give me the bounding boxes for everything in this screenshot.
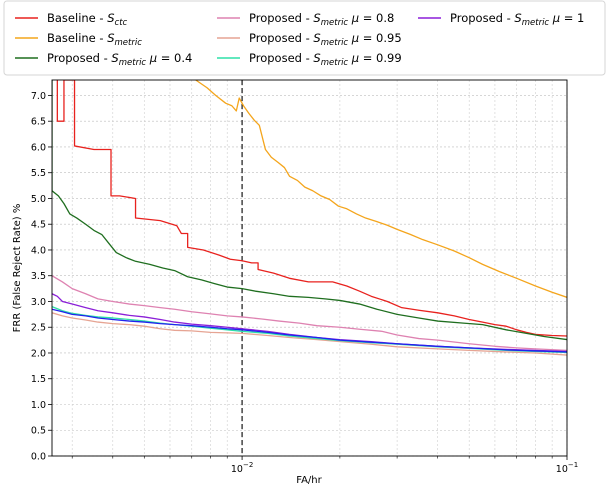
y-tick-label-1: 0.5 — [31, 426, 46, 437]
plot-area — [52, 80, 567, 456]
legend-label-3: Proposed - Smetric μ = 0.8 — [249, 11, 394, 28]
legend-label-2: Proposed - Smetric μ = 0.4 — [47, 51, 192, 68]
series-line-7 — [52, 308, 567, 353]
y-tick-label-10: 5.0 — [31, 194, 46, 205]
x-axis-title: FA/hr — [296, 475, 322, 486]
y-tick-label-4: 2.0 — [31, 348, 46, 359]
legend-label-1: Baseline - Smetric — [47, 31, 142, 48]
legend: Baseline - Sctc Baseline - Smetric Propose… — [3, 0, 606, 76]
y-tick-label-0: 0.0 — [31, 451, 46, 462]
series-layer — [52, 80, 567, 356]
y-axis-title: FRR (False Reject Rate) % — [12, 204, 23, 333]
y-tick-label-2: 1.0 — [31, 400, 46, 411]
y-tick-label-11: 5.5 — [31, 168, 46, 179]
y-tick-label-14: 7.0 — [31, 91, 46, 102]
x-axis: 10−2 10−1 — [71, 456, 578, 475]
legend-label-0: Baseline - Sctc — [47, 11, 128, 28]
x-tick-label-0: 10−2 — [231, 461, 253, 475]
series-line-0 — [56, 80, 567, 337]
plot-frame — [51, 79, 568, 457]
y-tick-label-9: 4.5 — [31, 220, 46, 231]
y-tick-label-5: 2.5 — [31, 323, 46, 334]
y-tick-label-8: 4.0 — [31, 245, 46, 256]
legend-box — [3, 0, 606, 76]
series-line-1 — [195, 80, 567, 298]
y-tick-label-3: 1.5 — [31, 374, 46, 385]
x-tick-label-1: 10−1 — [556, 461, 578, 475]
legend-label-4: Proposed - Smetric μ = 0.95 — [249, 31, 402, 48]
legend-label-6: Proposed - Smetric μ = 1 — [450, 11, 584, 28]
y-tick-label-12: 6.0 — [31, 142, 46, 153]
y-axis: 0.0 0.5 1.0 1.5 2.0 2.5 3.0 3.5 4.0 4.5 5.0 5.5 6.0 6… — [31, 91, 52, 462]
y-tick-label-6: 3.0 — [31, 297, 46, 308]
legend-label-5: Proposed - Smetric μ = 0.99 — [249, 51, 402, 68]
y-tick-label-7: 3.5 — [31, 271, 46, 282]
series-line-4 — [52, 312, 567, 356]
series-line-3 — [52, 275, 567, 352]
series-line-2 — [52, 80, 567, 341]
y-tick-label-13: 6.5 — [31, 117, 46, 128]
